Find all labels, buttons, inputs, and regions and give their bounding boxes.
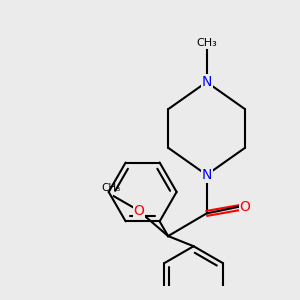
Text: N: N [201,168,212,182]
Text: CH₃: CH₃ [102,183,121,193]
Text: O: O [240,200,250,214]
Text: CH₃: CH₃ [196,38,217,48]
Text: N: N [201,75,212,89]
Text: O: O [133,204,144,218]
